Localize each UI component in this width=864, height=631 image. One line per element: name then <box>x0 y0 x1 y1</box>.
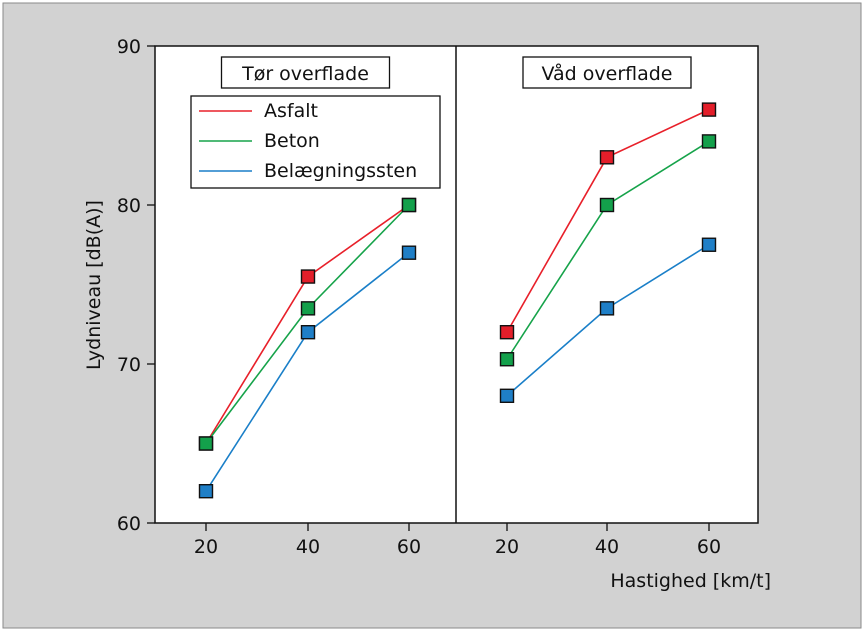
data-point <box>198 436 214 451</box>
data-point <box>499 325 515 340</box>
data-point <box>300 301 316 316</box>
x-tick-label: 20 <box>495 536 519 558</box>
data-point <box>701 102 717 117</box>
panel-title: Tør overflade <box>241 63 369 85</box>
panel-title-box <box>522 56 692 89</box>
data-point <box>701 237 717 252</box>
data-point <box>401 245 417 260</box>
data-point <box>599 150 615 165</box>
legend-label: Asfalt <box>264 100 318 122</box>
y-tick-label: 70 <box>117 354 141 376</box>
data-point <box>499 352 515 367</box>
y-tick-label: 60 <box>117 513 141 535</box>
data-point <box>599 197 615 213</box>
plot-layer: 60 70 80 90 20 40 60 Tør overflade 20 40 60 Våd ove… <box>117 36 759 558</box>
y-tick-label: 90 <box>117 36 141 58</box>
x-axis-label: Hastighed [km/t] <box>610 570 771 592</box>
legend-label: Belægningssten <box>264 160 417 182</box>
data-point <box>401 197 417 213</box>
data-point <box>300 269 316 284</box>
data-point <box>701 134 717 149</box>
x-tick-label: 60 <box>397 536 421 558</box>
x-tick-label: 40 <box>595 536 619 558</box>
y-axis-label: Lydniveau [dB(A)] <box>83 200 105 370</box>
data-point <box>499 388 515 403</box>
legend-label: Beton <box>264 130 320 152</box>
data-point <box>198 484 214 499</box>
panel-title: Våd overflade <box>542 62 673 85</box>
panel-title-box <box>220 56 391 89</box>
y-tick-label: 80 <box>117 195 141 217</box>
x-tick-label: 20 <box>194 536 218 558</box>
data-point <box>599 301 615 316</box>
data-point <box>300 325 316 340</box>
x-tick-label: 60 <box>697 536 721 558</box>
x-tick-label: 40 <box>296 536 320 558</box>
